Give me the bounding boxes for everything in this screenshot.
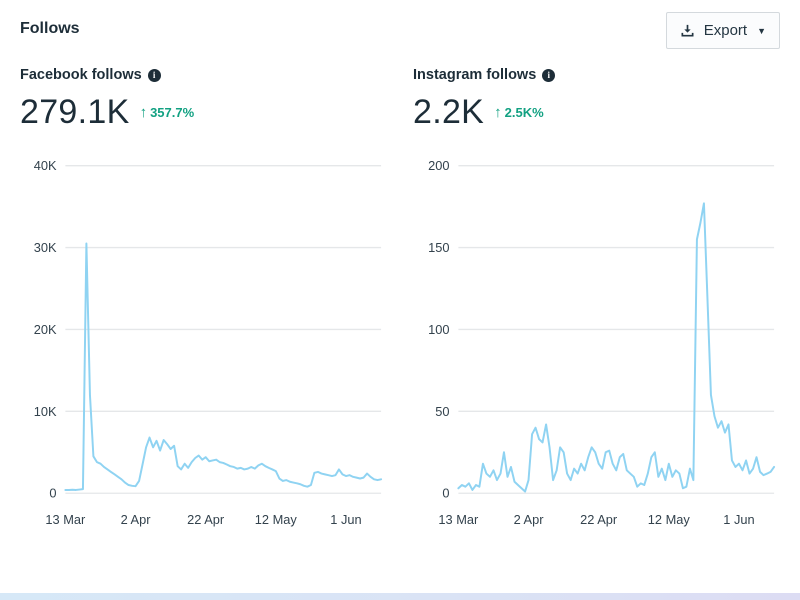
svg-text:0: 0 bbox=[442, 486, 449, 501]
svg-text:22 Apr: 22 Apr bbox=[580, 512, 618, 527]
page-header: Follows Export ▼ bbox=[20, 12, 780, 49]
svg-text:13 Mar: 13 Mar bbox=[45, 512, 86, 527]
svg-text:0: 0 bbox=[49, 486, 56, 501]
info-icon[interactable]: i bbox=[542, 68, 556, 82]
instagram-follows-panel: Instagram follows i 2.2K ↑ 2.5K% 0 50 100 1… bbox=[413, 65, 780, 533]
svg-text:13 Mar: 13 Mar bbox=[438, 512, 479, 527]
export-button[interactable]: Export ▼ bbox=[665, 12, 780, 49]
svg-text:200: 200 bbox=[428, 158, 449, 173]
facebook-metric-value: 279.1K bbox=[20, 93, 130, 131]
instagram-panel-title-row: Instagram follows i bbox=[413, 67, 780, 83]
facebook-change-badge: ↑ 357.7% bbox=[140, 104, 195, 121]
page-title: Follows bbox=[20, 20, 80, 37]
facebook-panel-title-row: Facebook follows i bbox=[20, 67, 387, 83]
instagram-panel-title: Instagram follows bbox=[413, 67, 537, 83]
download-icon bbox=[680, 23, 695, 38]
facebook-change-value: 357.7% bbox=[150, 105, 195, 120]
instagram-change-badge: ↑ 2.5K% bbox=[494, 104, 544, 121]
svg-text:150: 150 bbox=[428, 240, 449, 255]
export-button-label: Export bbox=[703, 22, 748, 39]
svg-text:12 May: 12 May bbox=[255, 512, 298, 527]
chevron-down-icon: ▼ bbox=[757, 25, 766, 36]
svg-text:50: 50 bbox=[435, 404, 449, 419]
svg-text:40K: 40K bbox=[34, 158, 57, 173]
facebook-follows-panel: Facebook follows i 279.1K ↑ 357.7% 0 10K 2… bbox=[20, 65, 387, 533]
svg-text:30K: 30K bbox=[34, 240, 57, 255]
svg-text:12 May: 12 May bbox=[648, 512, 691, 527]
facebook-metric-row: 279.1K ↑ 357.7% bbox=[20, 93, 387, 132]
instagram-follows-chart[interactable]: 0 50 100 150 200 13 Mar 2 Apr 22 Apr 12 May 1 Jun bbox=[413, 142, 780, 533]
facebook-panel-title: Facebook follows bbox=[20, 67, 142, 83]
info-icon[interactable]: i bbox=[147, 68, 161, 82]
svg-text:20K: 20K bbox=[34, 322, 57, 337]
svg-text:100: 100 bbox=[428, 322, 449, 337]
svg-text:2 Apr: 2 Apr bbox=[514, 512, 545, 527]
up-arrow-icon: ↑ bbox=[494, 104, 502, 121]
svg-text:1 Jun: 1 Jun bbox=[723, 512, 754, 527]
svg-text:10K: 10K bbox=[34, 404, 57, 419]
up-arrow-icon: ↑ bbox=[139, 104, 148, 121]
analytics-follows-page: Follows Export ▼ Facebook follows i 279.… bbox=[20, 12, 780, 533]
charts-row: Facebook follows i 279.1K ↑ 357.7% 0 10K 2… bbox=[20, 65, 780, 533]
bottom-gradient-strip bbox=[0, 593, 800, 600]
instagram-change-value: 2.5K% bbox=[504, 105, 544, 120]
instagram-metric-row: 2.2K ↑ 2.5K% bbox=[413, 93, 780, 132]
facebook-follows-chart[interactable]: 0 10K 20K 30K 40K 13 Mar 2 Apr 22 Apr 12 May 1 Ju… bbox=[20, 142, 387, 533]
instagram-metric-value: 2.2K bbox=[413, 93, 485, 131]
svg-text:22 Apr: 22 Apr bbox=[187, 512, 225, 527]
svg-text:1 Jun: 1 Jun bbox=[330, 512, 361, 527]
svg-text:2 Apr: 2 Apr bbox=[121, 512, 152, 527]
